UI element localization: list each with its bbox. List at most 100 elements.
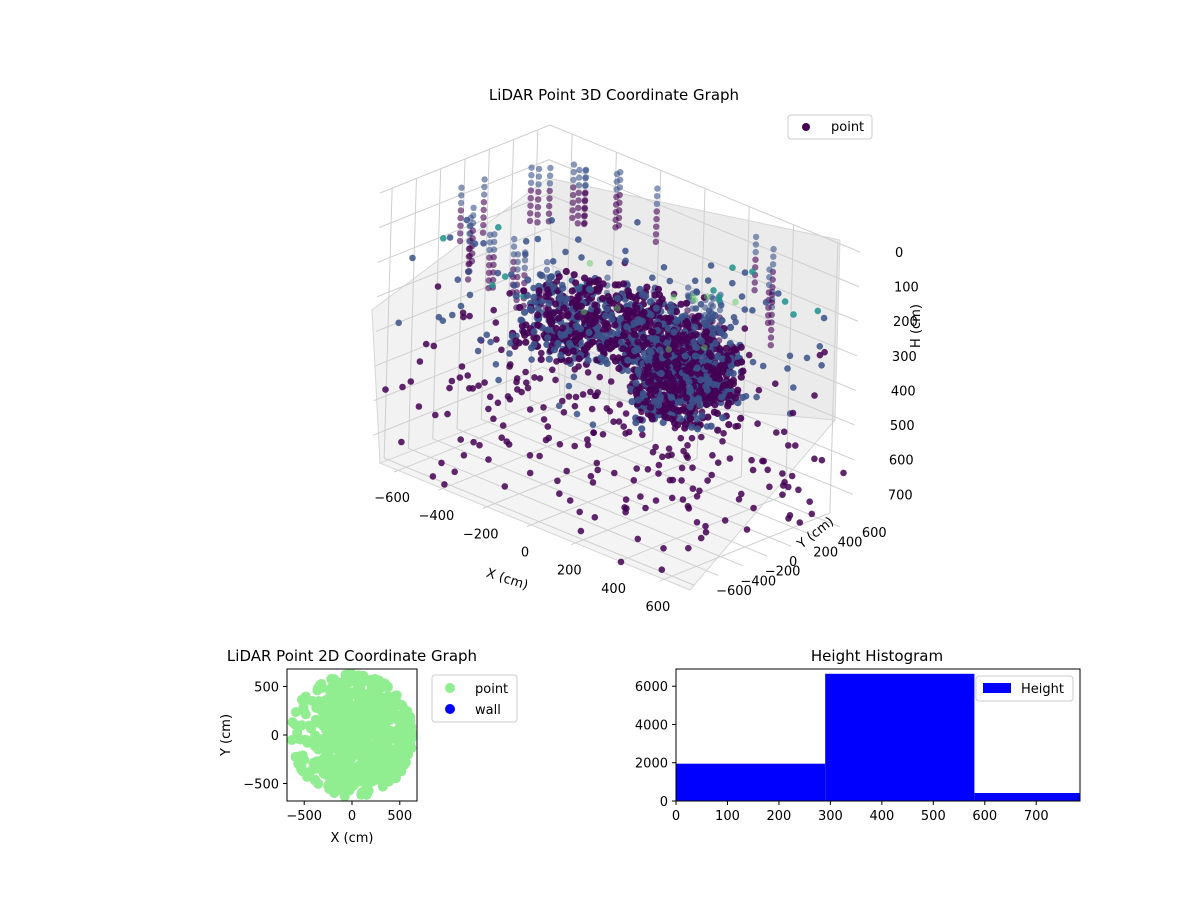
scatter-point-3d [503,438,511,445]
chart-2d-title: LiDAR Point 2D Coordinate Graph [227,647,477,665]
scatter-point-3d [760,457,767,465]
scatter-point-3d [589,479,597,486]
scatter-point-3d [614,294,622,303]
scatter-point-3d [642,504,649,512]
x-tick-label-3d: −400 [419,509,455,524]
scatter-point-3d [624,287,632,295]
scatter-point-3d [550,346,559,354]
scatter-point-3d [688,434,696,442]
scatter-point-3d [434,283,442,290]
scatter-point-2d [384,767,395,778]
scatter-point-2d [358,735,369,746]
scatter-point-3d [711,401,719,409]
scatter-point-3d [555,402,563,410]
scatter-point-3d [574,212,582,219]
scatter-point-3d [708,315,716,323]
z-tick-label-3d: 500 [890,419,915,434]
scatter-point-3d [613,186,620,193]
scatter-point-3d [399,383,406,391]
scatter-point-3d [707,422,715,430]
chart-3d-title: LiDAR Point 3D Coordinate Graph [489,86,739,104]
scatter-point-3d [766,274,773,281]
legend-2d-wall-label: wall [475,703,501,718]
scatter-point-3d [498,434,506,442]
scatter-point-3d [579,391,587,398]
scatter-point-3d [652,238,659,246]
scatter-point-3d [611,469,618,477]
scatter-point-2d [344,677,355,688]
scatter-point-3d [540,404,547,411]
scatter-point-3d [570,169,577,176]
scatter-point-3d [749,268,756,276]
scatter-point-3d [820,314,828,322]
y-tick-label-3d: 200 [813,545,838,560]
scatter-point-3d [726,391,734,399]
scatter-point-3d [649,448,657,456]
scatter-point-3d [458,192,465,199]
z-axis-label-3d: H (cm) [909,304,924,348]
scatter-point-3d [647,385,655,393]
scatter-point-3d [612,201,620,208]
scatter-point-2d [334,705,345,716]
scatter-point-3d [808,510,816,518]
grid-line-floor-y [529,399,841,528]
scatter-point-3d [692,305,700,312]
scatter-point-3d [603,332,611,340]
scatter-point-3d [513,378,520,386]
scatter-point-3d [471,240,479,247]
scatter-point-3d [724,356,732,364]
scatter-point-3d [576,166,583,174]
scatter-point-3d [575,236,582,243]
y-tick-label-3d: −200 [765,565,801,580]
scatter-point-3d [512,337,520,345]
scatter-point-3d [538,349,545,357]
scatter-point-3d [678,313,686,321]
scatter-point-3d [741,269,749,276]
scatter-point-3d [606,408,614,415]
x-tick-label-3d: 400 [601,582,626,597]
scatter-point-3d [634,396,642,404]
scatter-point-3d [709,452,716,459]
scatter-point-3d [485,405,492,413]
scatter-point-3d [663,339,671,347]
scatter-point-3d [684,307,691,314]
scatter-point-3d [721,517,729,524]
scatter-point-3d [766,266,773,273]
scatter-point-3d [566,497,574,504]
scatter-point-3d [534,305,542,313]
scatter-point-3d [459,309,467,317]
x-ticks-3d: −600 −400 −200 0 200 400 600 [374,491,670,615]
scatter-point-3d [570,271,578,279]
scatter-point-3d [694,312,703,320]
grid-line-left-v [432,168,442,439]
scatter-point-3d [416,358,424,365]
scatter-point-3d [658,566,666,573]
scatter-point-3d [704,413,712,421]
scatter-point-3d [669,476,677,484]
scatter-point-3d [534,321,542,329]
scatter-point-3d [544,305,552,313]
scatter-point-3d [765,304,772,311]
scatter-point-3d [668,451,675,459]
scatter-point-3d [526,305,534,313]
scatter-point-3d [474,347,482,355]
x-axis-label-2d: X (cm) [331,831,374,846]
scatter-point-3d [811,392,818,399]
scatter-point-3d [569,191,577,199]
scatter-point-2d [347,752,358,763]
scatter-point-3d [667,399,676,407]
points-2d-group [287,669,417,801]
scatter-point-2d [369,703,379,714]
scatter-point-3d [681,421,690,429]
scatter-point-3d [650,372,658,380]
scatter-point-3d [659,453,666,461]
scatter-point-3d [565,393,573,400]
scatter-point-3d [611,321,619,329]
scatter-point-3d [444,410,451,418]
scatter-point-3d [544,423,552,430]
scatter-point-2d [321,695,332,705]
scatter-point-3d [576,508,583,516]
y-tick-label-2d: −500 [243,778,279,793]
scatter-point-3d [755,386,763,394]
scatter-point-2d [289,719,300,730]
